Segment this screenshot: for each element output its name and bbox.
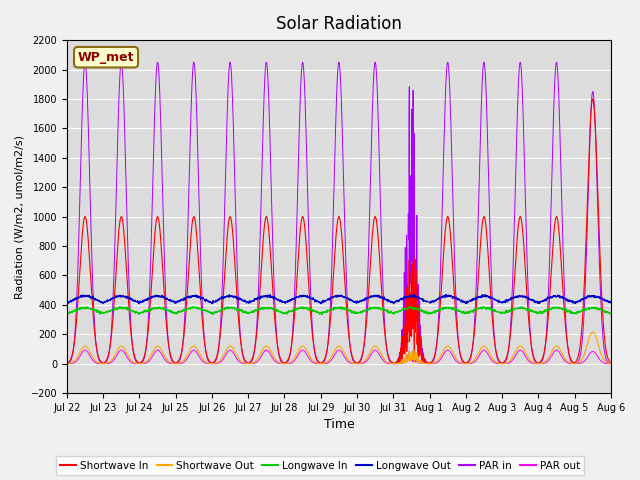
- Longwave Out: [497, 300, 505, 305]
- Longwave In: [497, 310, 505, 315]
- Shortwave Out: [497, 360, 505, 366]
- Longwave In: [479, 304, 487, 310]
- Shortwave Out: [390, 361, 397, 367]
- PAR out: [215, 360, 223, 366]
- Longwave Out: [410, 291, 418, 297]
- PAR in: [607, 360, 614, 366]
- Shortwave In: [215, 345, 223, 351]
- Line: Shortwave In: Shortwave In: [67, 99, 611, 364]
- PAR in: [390, 361, 397, 367]
- Text: WP_met: WP_met: [78, 51, 134, 64]
- Shortwave In: [574, 354, 582, 360]
- Line: Longwave Out: Longwave Out: [67, 294, 611, 304]
- PAR in: [63, 360, 71, 366]
- PAR out: [575, 360, 582, 366]
- PAR in: [367, 175, 374, 181]
- PAR out: [367, 352, 374, 358]
- Longwave In: [367, 305, 374, 311]
- Longwave In: [607, 310, 614, 316]
- Longwave Out: [607, 300, 614, 306]
- Title: Solar Radiation: Solar Radiation: [276, 15, 402, 33]
- Shortwave In: [607, 360, 614, 366]
- X-axis label: Time: Time: [323, 419, 355, 432]
- Shortwave Out: [559, 352, 567, 358]
- Shortwave Out: [589, 329, 596, 335]
- Longwave In: [355, 310, 362, 315]
- PAR out: [497, 361, 505, 367]
- PAR in: [215, 344, 223, 349]
- PAR out: [355, 361, 362, 367]
- Longwave In: [318, 312, 326, 318]
- PAR in: [575, 358, 582, 364]
- PAR in: [497, 360, 505, 366]
- Shortwave Out: [607, 360, 614, 366]
- Longwave In: [559, 307, 567, 313]
- Longwave Out: [355, 300, 362, 305]
- Shortwave In: [63, 360, 71, 366]
- Line: Longwave In: Longwave In: [67, 307, 611, 315]
- Shortwave Out: [215, 359, 223, 365]
- Longwave In: [575, 309, 582, 315]
- Shortwave In: [355, 360, 362, 365]
- Longwave Out: [136, 301, 143, 307]
- PAR in: [81, 60, 89, 65]
- Shortwave In: [589, 96, 596, 102]
- Y-axis label: Radiation (W/m2, umol/m2/s): Radiation (W/m2, umol/m2/s): [15, 134, 25, 299]
- PAR out: [559, 356, 567, 362]
- Longwave Out: [367, 293, 374, 299]
- PAR out: [63, 361, 71, 367]
- Shortwave Out: [367, 349, 374, 355]
- Shortwave In: [390, 361, 397, 367]
- Longwave In: [63, 310, 71, 316]
- Shortwave In: [497, 360, 505, 365]
- PAR out: [607, 361, 614, 367]
- Shortwave Out: [63, 361, 71, 367]
- Legend: Shortwave In, Shortwave Out, Longwave In, Longwave Out, PAR in, PAR out: Shortwave In, Shortwave Out, Longwave In…: [56, 456, 584, 475]
- Line: PAR in: PAR in: [67, 62, 611, 364]
- Longwave Out: [559, 295, 567, 300]
- Shortwave Out: [574, 360, 582, 366]
- Shortwave In: [367, 263, 374, 268]
- Line: PAR out: PAR out: [67, 350, 611, 364]
- Longwave Out: [63, 300, 71, 306]
- PAR out: [390, 361, 397, 367]
- Longwave Out: [575, 299, 582, 304]
- PAR in: [355, 360, 362, 366]
- Shortwave Out: [355, 360, 362, 366]
- PAR out: [81, 347, 89, 353]
- Line: Shortwave Out: Shortwave Out: [67, 332, 611, 364]
- PAR in: [559, 253, 567, 259]
- Longwave In: [215, 308, 223, 314]
- Shortwave In: [559, 289, 567, 295]
- Longwave Out: [215, 297, 223, 303]
